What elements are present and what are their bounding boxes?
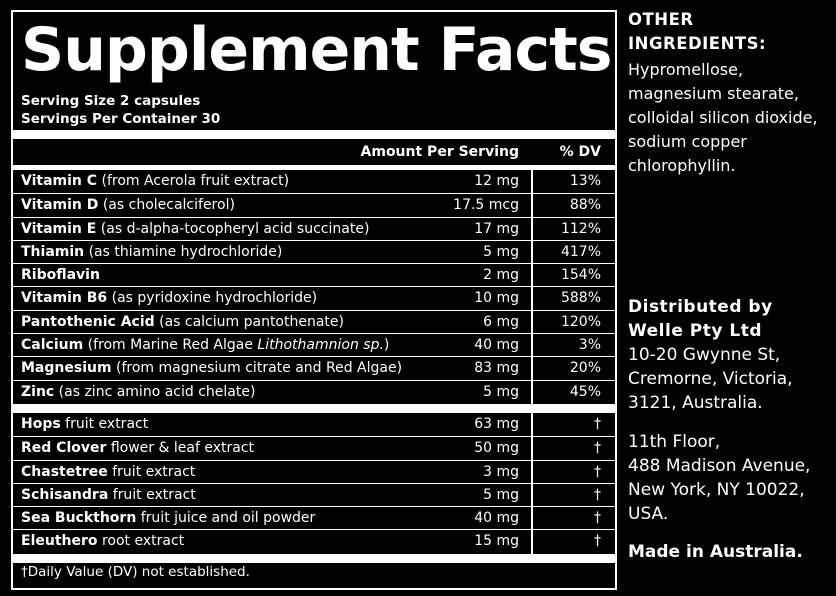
table-row: Hops fruit extract 63 mg †	[21, 416, 601, 432]
table-row: Pantothenic Acid (as calcium pantothenat…	[13, 309, 615, 333]
serving-size: Serving Size 2 capsules	[21, 93, 201, 109]
footer-divider	[13, 554, 615, 563]
table-row: Magnesium (from magnesium citrate and Re…	[13, 356, 615, 379]
table-row: Vitamin E (as d-alpha-tocopheryl acid su…	[13, 216, 615, 240]
table-row: Eleuthero root extract 15 mg †	[13, 529, 615, 552]
footnote: †Daily Value (DV) not established.	[21, 564, 250, 580]
header-dv: % DV	[559, 144, 601, 160]
table-row: Vitamin B6 (as pyridoxine hydrochloride)…	[13, 286, 615, 309]
column-separator	[531, 170, 533, 404]
vitamin-table: Vitamin C (from Acerola fruit extract) 12…	[13, 170, 615, 403]
table-row: Schisandra fruit extract 5 mg †	[13, 482, 615, 506]
table-row: Chastetree fruit extract 3 mg †	[13, 459, 615, 483]
table-row: Thiamin (as thiamine hydrochloride) 5 mg 4…	[13, 239, 615, 263]
servings-per-container: Servings Per Container 30	[21, 111, 221, 127]
address-usa: 11th Floor, 488 Madison Avenue, New York…	[628, 432, 811, 524]
table-row: Calcium (from Marine Red Algae Lithotham…	[13, 333, 615, 356]
column-separator	[531, 413, 533, 554]
table-row: Vitamin C (from Acerola fruit extract) 12…	[21, 173, 601, 189]
other-ingredients-title: OTHER INGREDIENTS:	[628, 10, 767, 53]
serving-info: Serving Size 2 capsules Servings Per Con…	[21, 92, 220, 128]
supplement-facts-panel: Supplement Facts Serving Size 2 capsules…	[11, 10, 617, 590]
header-divider	[13, 165, 615, 170]
column-header: Amount Per Serving % DV	[13, 144, 615, 164]
made-in-label: Made in Australia.	[628, 542, 803, 562]
table-row: Riboflavin 2 mg 154%	[13, 263, 615, 286]
table-row: Sea Buckthorn fruit juice and oil powder…	[13, 506, 615, 529]
table-row: Vitamin D (as cholecalciferol) 17.5 mcg 88…	[13, 193, 615, 216]
distributor-title: Distributed by Welle Pty Ltd	[628, 297, 773, 341]
header-amount: Amount Per Serving	[360, 144, 519, 160]
address-australia: 10-20 Gwynne St, Cremorne, Victoria, 312…	[628, 345, 793, 413]
table-row: Red Clover flower & leaf extract 50 mg †	[13, 436, 615, 459]
panel-title: Supplement Facts	[21, 15, 613, 85]
herb-table: Hops fruit extract 63 mg † Red Clover flow…	[13, 413, 615, 553]
other-ingredients-list: Hypromellose, magnesium stearate, colloi…	[628, 60, 818, 175]
table-row: Zinc (as zinc amino acid chelate) 5 mg 45%	[13, 379, 615, 403]
thick-divider	[13, 130, 615, 139]
section-divider	[13, 404, 615, 413]
